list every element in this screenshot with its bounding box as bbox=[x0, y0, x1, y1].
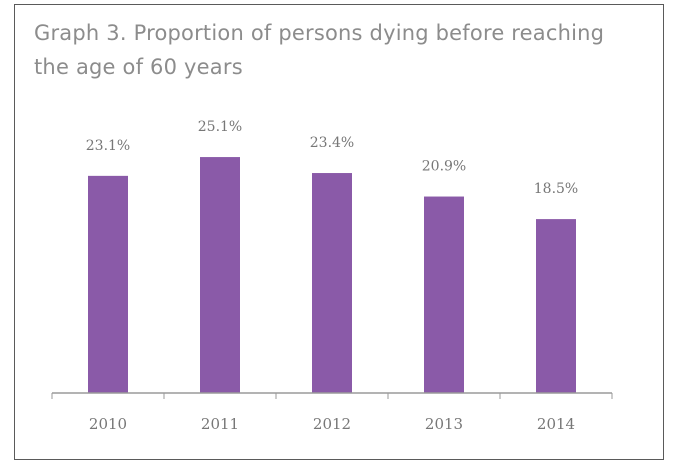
x-tick-label-2011: 2011 bbox=[201, 415, 239, 433]
bar-2011 bbox=[200, 157, 240, 393]
x-tick-label-2014: 2014 bbox=[537, 415, 575, 433]
data-label-2011: 25.1% bbox=[198, 119, 242, 135]
data-label-2014: 18.5% bbox=[534, 181, 578, 197]
bar-2012 bbox=[312, 173, 352, 393]
chart-title: Graph 3. Proportion of persons dying bef… bbox=[34, 21, 605, 79]
bar-2013 bbox=[424, 196, 464, 393]
data-label-2010: 23.1% bbox=[86, 138, 130, 154]
x-tick-label-2012: 2012 bbox=[313, 415, 351, 433]
data-label-2012: 23.4% bbox=[310, 135, 354, 151]
data-label-2013: 20.9% bbox=[422, 159, 466, 175]
x-tick-label-2010: 2010 bbox=[89, 415, 127, 433]
bar-2010 bbox=[88, 175, 128, 393]
bar-2014 bbox=[536, 219, 576, 393]
x-tick-label-2013: 2013 bbox=[425, 415, 463, 433]
